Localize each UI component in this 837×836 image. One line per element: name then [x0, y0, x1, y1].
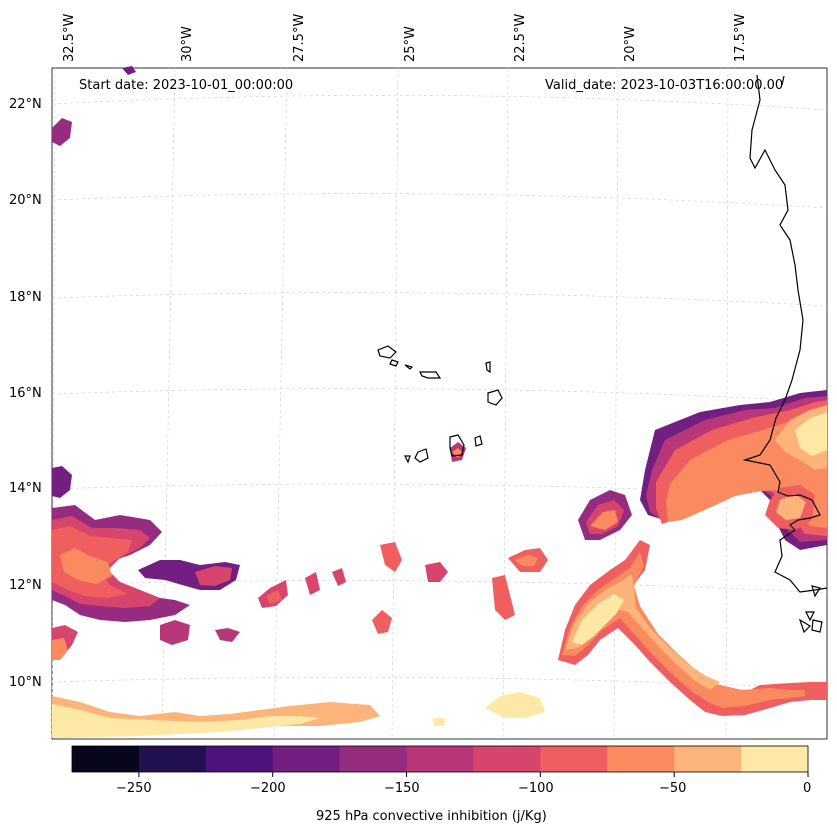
lat-label: 20°N: [9, 193, 42, 208]
colorbar-ticks: [138, 772, 809, 777]
colorbar-swatch: [607, 746, 675, 772]
colorbar-tick-label: −150: [384, 781, 420, 796]
colorbar-swatch: [272, 746, 341, 772]
lat-label: 16°N: [9, 386, 42, 401]
coastlines: [742, 74, 828, 593]
colorbar-swatch: [741, 746, 809, 772]
valid-date-label: Valid_date: 2023-10-03T16:00:00.00: [545, 78, 784, 93]
colorbar-swatches: [72, 746, 809, 772]
lat-label: 14°N: [9, 481, 42, 496]
lon-label: 32.5°W: [62, 13, 77, 62]
colorbar-swatch: [138, 746, 207, 772]
lon-label: 17.5°W: [733, 13, 748, 62]
start-date-label: Start date: 2023-10-01_00:00:00: [79, 78, 294, 93]
colorbar-swatch: [473, 746, 541, 772]
cin-contours: [52, 66, 827, 738]
lat-label: 18°N: [9, 290, 42, 305]
colorbar-tick-label: 0: [803, 781, 812, 796]
lat-label: 10°N: [9, 675, 42, 690]
colorbar-tick-label: −200: [250, 781, 286, 796]
lat-label: 22°N: [9, 97, 42, 112]
lon-label: 20°W: [623, 26, 638, 62]
colorbar-swatch: [72, 746, 140, 772]
colorbar-tick-label: −100: [518, 781, 554, 796]
lon-label: 22.5°W: [513, 13, 528, 62]
islands: [377, 345, 823, 634]
colorbar-swatch: [339, 746, 408, 772]
colorbar-tick-label: −250: [116, 781, 152, 796]
lon-label: 25°W: [403, 26, 418, 62]
colorbar-swatch: [540, 746, 608, 772]
lat-label: 12°N: [9, 578, 42, 593]
colorbar-tick-label: −50: [659, 781, 687, 796]
lon-label: 27.5°W: [292, 13, 307, 62]
lon-label: 30°W: [180, 26, 195, 62]
colorbar-swatch: [406, 746, 474, 772]
colorbar-swatch: [205, 746, 274, 772]
colorbar-frame: [71, 745, 809, 773]
colorbar-swatch: [674, 746, 742, 772]
colorbar-title: 925 hPa convective inhibition (j/Kg): [316, 809, 547, 824]
